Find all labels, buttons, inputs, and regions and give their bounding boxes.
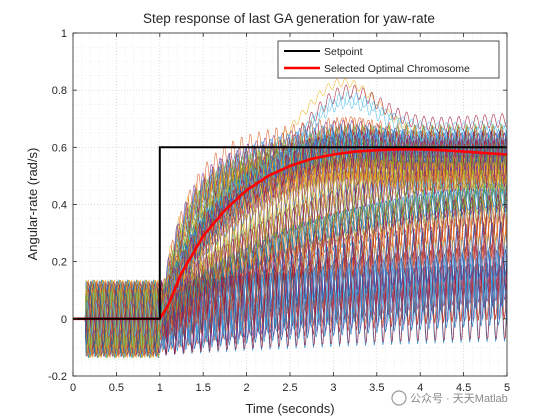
population-curve [73, 234, 508, 351]
y-axis-ticks: -0.2 0 0.2 0.4 0.6 0.8 1 [48, 28, 507, 383]
x-tick-label: 0.5 [109, 382, 124, 394]
x-tick-label: 4 [417, 382, 423, 394]
population-curve [73, 211, 508, 357]
legend-label-setpoint: Setpoint [324, 46, 363, 58]
population-curve [73, 132, 508, 356]
plot-area: 0 0.5 1 1.5 2 2.5 3 3.5 4 4.5 5 -0.200.20.40.60.81 [48, 28, 510, 394]
y-tick-label: 0.8 [52, 85, 67, 97]
x-tick-label: 5 [504, 382, 510, 394]
setpoint-line [73, 146, 507, 320]
population-curve [73, 91, 508, 337]
legend-box [277, 40, 500, 79]
x-tick-label: 0 [70, 382, 76, 394]
x-tick-label: 3 [330, 382, 336, 394]
y-tick-label: 1 [61, 28, 67, 40]
y-tick-label: 0.4 [52, 200, 67, 212]
y-tick-label: -0.2 [48, 371, 67, 383]
chart-title: Step response of last GA generation for … [143, 11, 435, 26]
x-tick-label: 2.5 [282, 382, 297, 394]
population-curve [73, 186, 508, 349]
wechat-icon [391, 390, 407, 406]
population-curve [73, 158, 508, 350]
x-tick-label: 1.5 [196, 382, 211, 394]
x-axis-ticks: 0 0.5 1 1.5 2 2.5 3 3.5 4 4.5 5 [70, 33, 510, 394]
y-tick-label: 0.2 [52, 257, 67, 269]
population-curve [73, 131, 508, 338]
legend-label-optimal: Selected Optimal Chromosome [324, 63, 470, 75]
x-tick-label: 1 [157, 382, 163, 394]
y-axis-label: Angular-rate (rad/s) [25, 148, 40, 261]
watermark: 公众号 · 天天Matlab [391, 390, 508, 406]
x-tick-label: 2 [244, 382, 250, 394]
population-curve [73, 158, 508, 354]
legend: Setpoint Selected Optimal Chromosome [277, 40, 500, 79]
x-tick-label: 3.5 [369, 382, 384, 394]
x-tick-label: 4.5 [456, 382, 471, 394]
y-tick-label: 0 [61, 314, 67, 326]
population-curves [73, 77, 508, 359]
optimal-chromosome-line [73, 148, 508, 321]
y-tick-label: 0.6 [52, 142, 67, 154]
x-axis-label: Time (seconds) [245, 401, 334, 416]
watermark-text: 公众号 · 天天Matlab [410, 392, 508, 405]
